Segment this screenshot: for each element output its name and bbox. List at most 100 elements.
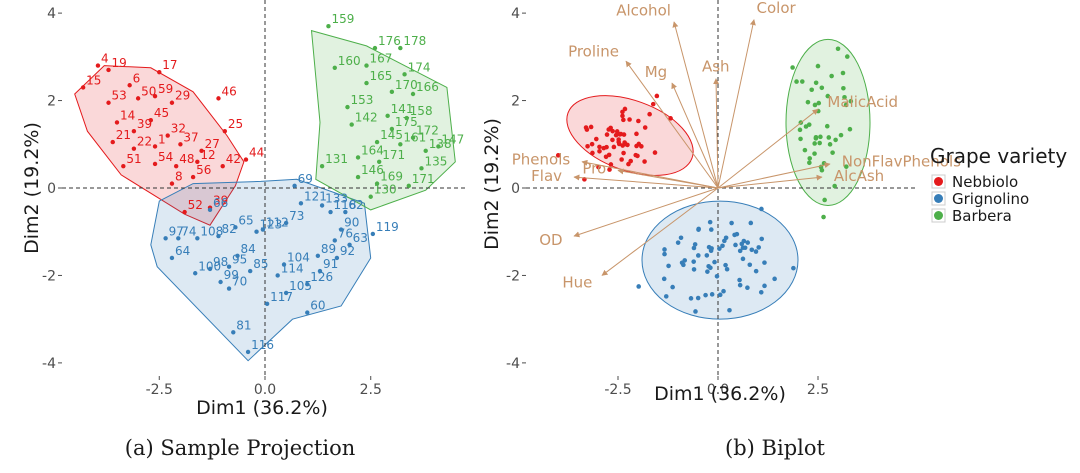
arrow-alcash — [717, 174, 823, 189]
biplot-point-grignolino — [717, 292, 723, 298]
panel-a-axes: 420-2-4-2.5 0.0 2.5 — [42, 6, 382, 398]
panel-a-ytick-label: 2 — [47, 94, 56, 110]
biplot-point-nebbiolo — [585, 144, 590, 149]
biplot-point-grignolino — [661, 276, 667, 282]
point-label-barbera: 166 — [416, 80, 439, 94]
point-grignolino — [281, 262, 287, 267]
point-nebbiolo — [114, 120, 120, 125]
point-grignolino — [275, 273, 280, 278]
biplot-point-grignolino — [737, 248, 743, 254]
point-label-barbera: 146 — [361, 163, 384, 177]
biplot-point-nebbiolo — [613, 132, 619, 138]
arrow-nonflavphenols — [717, 162, 831, 189]
biplot-point-barbera — [848, 98, 854, 104]
biplot-point-nebbiolo — [611, 144, 617, 150]
point-label-grignolino: 70 — [232, 275, 247, 289]
biplot-point-barbera — [843, 102, 849, 108]
biplot-point-nebbiolo — [636, 141, 642, 147]
panel-b-ytick-label: 4 — [511, 6, 520, 22]
biplot-point-nebbiolo — [668, 116, 673, 121]
point-label-grignolino: 97 — [169, 224, 184, 238]
point-grignolino — [193, 271, 198, 276]
point-grignolino — [176, 236, 181, 241]
biplot-point-nebbiolo — [604, 132, 610, 137]
biplot-point-grignolino — [740, 256, 746, 262]
point-grignolino — [245, 349, 251, 355]
point-grignolino — [283, 290, 289, 296]
point-label-grignolino: 98 — [213, 255, 228, 269]
point-nebbiolo — [106, 67, 111, 73]
point-label-grignolino: 69 — [298, 172, 313, 186]
biplot-point-nebbiolo — [616, 137, 621, 142]
point-label-grignolino: 104 — [287, 251, 310, 265]
biplot-point-grignolino — [695, 295, 701, 301]
point-label-barbera: 171 — [412, 172, 435, 186]
biplot-point-grignolino — [740, 245, 746, 251]
point-label-grignolino: 121 — [304, 189, 327, 203]
point-nebbiolo — [148, 118, 154, 123]
variable-label-alcohol: Alcohol — [616, 1, 671, 19]
point-label-barbera: 172 — [416, 124, 439, 138]
point-label-nebbiolo: 1 — [158, 132, 166, 146]
legend-dot-barbera — [934, 211, 943, 220]
point-grignolino — [169, 255, 175, 261]
point-label-nebbiolo: 46 — [221, 84, 236, 98]
arrow-od — [573, 187, 719, 238]
point-barbera — [319, 163, 325, 169]
point-barbera — [423, 148, 428, 154]
biplot-point-nebbiolo — [619, 157, 624, 162]
legend: Grape variety Nebbiolo Grignolino Barber… — [930, 144, 1067, 225]
biplot-point-nebbiolo — [642, 159, 647, 164]
point-label-nebbiolo: 25 — [228, 117, 243, 131]
point-barbera — [406, 183, 411, 189]
biplot-point-grignolino — [723, 262, 728, 268]
panel-a-guides — [62, 0, 468, 376]
point-nebbiolo — [222, 128, 228, 134]
biplot-point-grignolino — [703, 292, 708, 298]
point-label-barbera: 170 — [395, 78, 418, 92]
point-label-nebbiolo: 8 — [175, 170, 183, 184]
biplot-point-grignolino — [675, 240, 681, 245]
panel-b-points — [555, 46, 854, 314]
biplot-point-barbera — [813, 80, 819, 86]
panel-b-xtick-label: 0.0 — [707, 382, 729, 398]
point-grignolino — [334, 255, 340, 261]
point-label-barbera: 167 — [370, 52, 393, 66]
point-nebbiolo — [135, 96, 141, 101]
point-label-barbera: 145 — [380, 128, 403, 142]
point-label-nebbiolo: 27 — [205, 137, 220, 151]
point-grignolino — [233, 225, 238, 230]
point-grignolino — [254, 229, 259, 234]
point-label-grignolino: 74 — [181, 224, 196, 238]
biplot-point-grignolino — [747, 262, 753, 268]
biplot-point-nebbiolo — [614, 129, 620, 134]
biplot-point-grignolino — [691, 245, 697, 251]
biplot-point-nebbiolo — [608, 125, 613, 131]
point-nebbiolo — [199, 148, 204, 154]
point-label-grignolino: 66 — [213, 196, 228, 210]
biplot-point-grignolino — [762, 260, 767, 265]
hull-grignolino — [150, 178, 372, 362]
point-grignolino — [347, 242, 352, 248]
point-nebbiolo — [110, 139, 115, 145]
point-label-grignolino: 133 — [325, 191, 348, 205]
point-grignolino — [328, 209, 333, 215]
point-nebbiolo — [190, 174, 196, 180]
point-label-nebbiolo: 21 — [116, 128, 131, 142]
biplot-point-nebbiolo — [589, 141, 595, 147]
point-label-barbera: 175 — [395, 115, 418, 129]
biplot-point-barbera — [797, 127, 803, 133]
biplot-point-barbera — [825, 93, 831, 99]
point-nebbiolo — [169, 100, 175, 105]
biplot-point-grignolino — [734, 231, 740, 237]
panel-a-ylabel: Dim2 (19.2%) — [21, 122, 43, 254]
point-nebbiolo — [131, 146, 137, 151]
point-label-grignolino: 100 — [198, 259, 221, 273]
point-label-barbera: 171 — [382, 148, 405, 162]
point-barbera — [349, 122, 354, 127]
point-grignolino — [298, 201, 304, 206]
point-nebbiolo — [131, 128, 137, 134]
biplot-point-barbera — [812, 102, 818, 108]
point-nebbiolo — [106, 100, 111, 105]
